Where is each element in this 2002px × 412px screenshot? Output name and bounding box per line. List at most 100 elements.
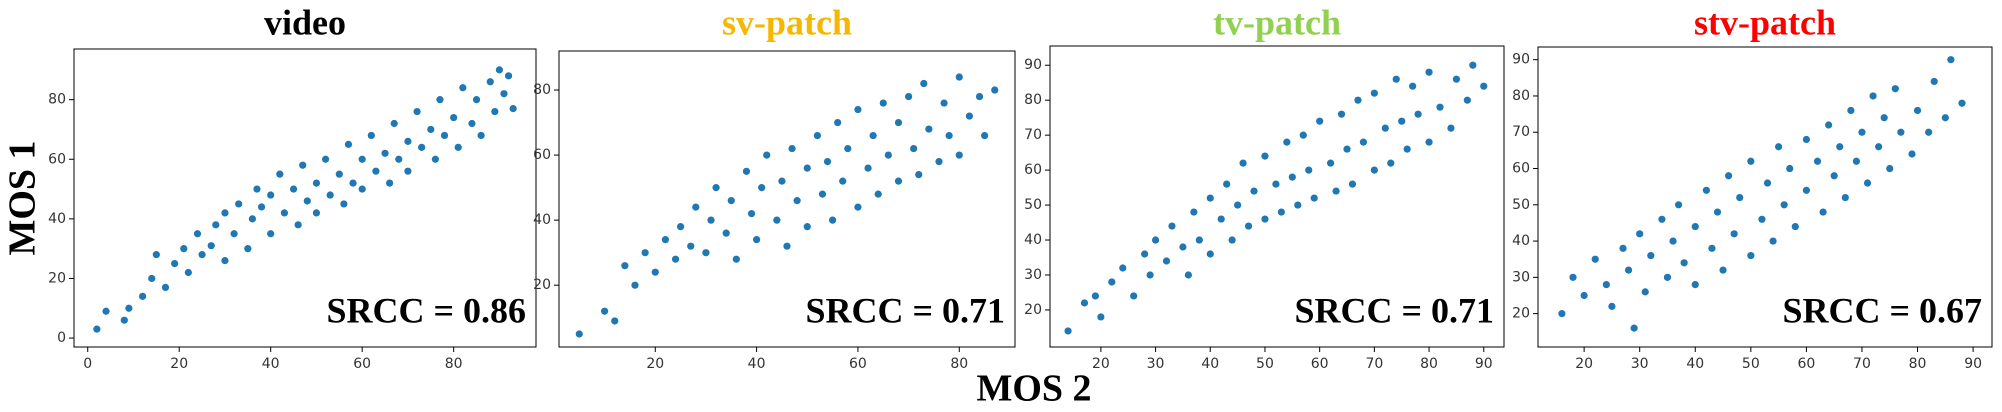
- y-tick-label: 60: [1024, 162, 1042, 178]
- scatter-point: [1886, 164, 1894, 173]
- scatter-point: [472, 96, 481, 104]
- scatter-point: [1619, 244, 1627, 252]
- scatter-point: [321, 155, 330, 163]
- annotation: SRCC = 0.86: [326, 290, 526, 330]
- scatter-point: [1463, 96, 1471, 104]
- scatter-point: [125, 304, 133, 312]
- x-tick-label: 50: [1742, 356, 1760, 372]
- scatter-point: [874, 190, 882, 198]
- scatter-point: [1332, 187, 1340, 195]
- scatter-point: [184, 268, 192, 277]
- scatter-point: [1897, 128, 1905, 136]
- axes-frame: [1537, 46, 1993, 348]
- y-tick-label: 40: [1512, 233, 1530, 249]
- panel-title: tv-patch: [1213, 2, 1341, 42]
- scatter-point: [1283, 138, 1291, 146]
- scatter-point: [404, 137, 412, 145]
- scatter-point: [1802, 186, 1810, 194]
- scatter-point: [1747, 251, 1755, 260]
- x-tick-label: 90: [1964, 356, 1982, 372]
- scatter-point: [312, 179, 321, 187]
- x-tick-label: 60: [1797, 356, 1815, 372]
- y-tick-label: 80: [533, 82, 551, 98]
- y-tick-label: 80: [1024, 92, 1042, 108]
- y-tick-label: 20: [533, 277, 551, 293]
- scatter-point: [139, 292, 147, 300]
- panel-title: video: [264, 2, 346, 42]
- x-tick-label: 60: [1311, 356, 1329, 372]
- scatter-point: [367, 131, 375, 140]
- scatter-point: [1802, 135, 1810, 144]
- x-tick-label: 80: [1420, 356, 1438, 372]
- scatter-point: [450, 113, 458, 122]
- scatter-point: [854, 203, 862, 211]
- scatter-point: [340, 200, 348, 208]
- scatter-point: [294, 221, 302, 229]
- scatter-point: [611, 317, 619, 325]
- scatter-point: [1863, 179, 1872, 187]
- scatter-point: [1310, 194, 1318, 202]
- scatter-point: [869, 131, 877, 140]
- x-tick-label: 20: [646, 356, 664, 372]
- scatter-point: [486, 78, 494, 86]
- scatter-point: [677, 223, 685, 231]
- scatter-point: [1569, 273, 1577, 281]
- scatter-point: [1425, 138, 1433, 146]
- scatter-point: [253, 185, 261, 193]
- panel-title: sv-patch: [722, 2, 852, 42]
- scatter-point: [1206, 194, 1214, 202]
- scatter-point: [1168, 222, 1176, 230]
- scatter-point: [1348, 180, 1357, 188]
- x-tick-label: 20: [1092, 356, 1110, 372]
- scatter-point: [834, 118, 842, 127]
- y-tick-label: 40: [48, 211, 66, 227]
- scatter-point: [910, 144, 918, 153]
- scatter-point: [358, 155, 366, 163]
- scatter-point: [1228, 236, 1236, 244]
- x-tick-label: 0: [83, 356, 92, 372]
- scatter-point: [326, 191, 334, 199]
- scatter-point: [1305, 166, 1313, 174]
- scatter-point: [1130, 292, 1138, 300]
- scatter-point: [661, 236, 670, 244]
- scatter-point: [171, 259, 179, 268]
- scatter-point: [381, 149, 389, 157]
- scatter-point: [651, 268, 659, 276]
- scatter-point: [813, 131, 822, 140]
- scatter-point: [427, 125, 435, 134]
- scatter-point: [221, 256, 229, 265]
- scatter-point: [1691, 222, 1699, 231]
- scatter-point: [152, 251, 160, 259]
- x-tick-label: 40: [748, 356, 766, 372]
- x-tick-label: 50: [1256, 356, 1274, 372]
- scatter-point: [920, 79, 928, 88]
- scatter-point: [1223, 180, 1231, 188]
- x-tick-label: 30: [1147, 356, 1165, 372]
- scatter-point: [267, 191, 275, 199]
- scatter-point: [1680, 259, 1688, 267]
- scatter-point: [1858, 128, 1866, 136]
- scatter-point: [440, 131, 449, 140]
- scatter-point: [991, 86, 999, 94]
- scatter-point: [641, 249, 649, 257]
- y-tick-label: 50: [1512, 197, 1530, 213]
- scatter-point: [783, 242, 791, 250]
- x-axis-label: MOS 2: [976, 368, 1091, 410]
- scatter-point: [1930, 77, 1938, 86]
- scatter-point: [299, 161, 307, 169]
- scatter-point: [1736, 193, 1744, 202]
- panel-title: stv-patch: [1694, 2, 1836, 42]
- annotation: SRCC = 0.71: [805, 290, 1005, 330]
- scatter-point: [1447, 124, 1455, 132]
- scatter-point: [1409, 82, 1417, 90]
- scatter-point: [1880, 114, 1888, 122]
- y-tick-label: 60: [533, 147, 551, 163]
- scatter-point: [207, 242, 215, 250]
- scatter-point: [148, 274, 156, 283]
- scatter-point: [1480, 82, 1488, 90]
- scatter-point: [212, 221, 220, 229]
- scatter-point: [1780, 201, 1788, 209]
- y-tick-label: 50: [1024, 197, 1042, 213]
- scatter-point: [702, 249, 710, 257]
- scatter-point: [289, 185, 298, 193]
